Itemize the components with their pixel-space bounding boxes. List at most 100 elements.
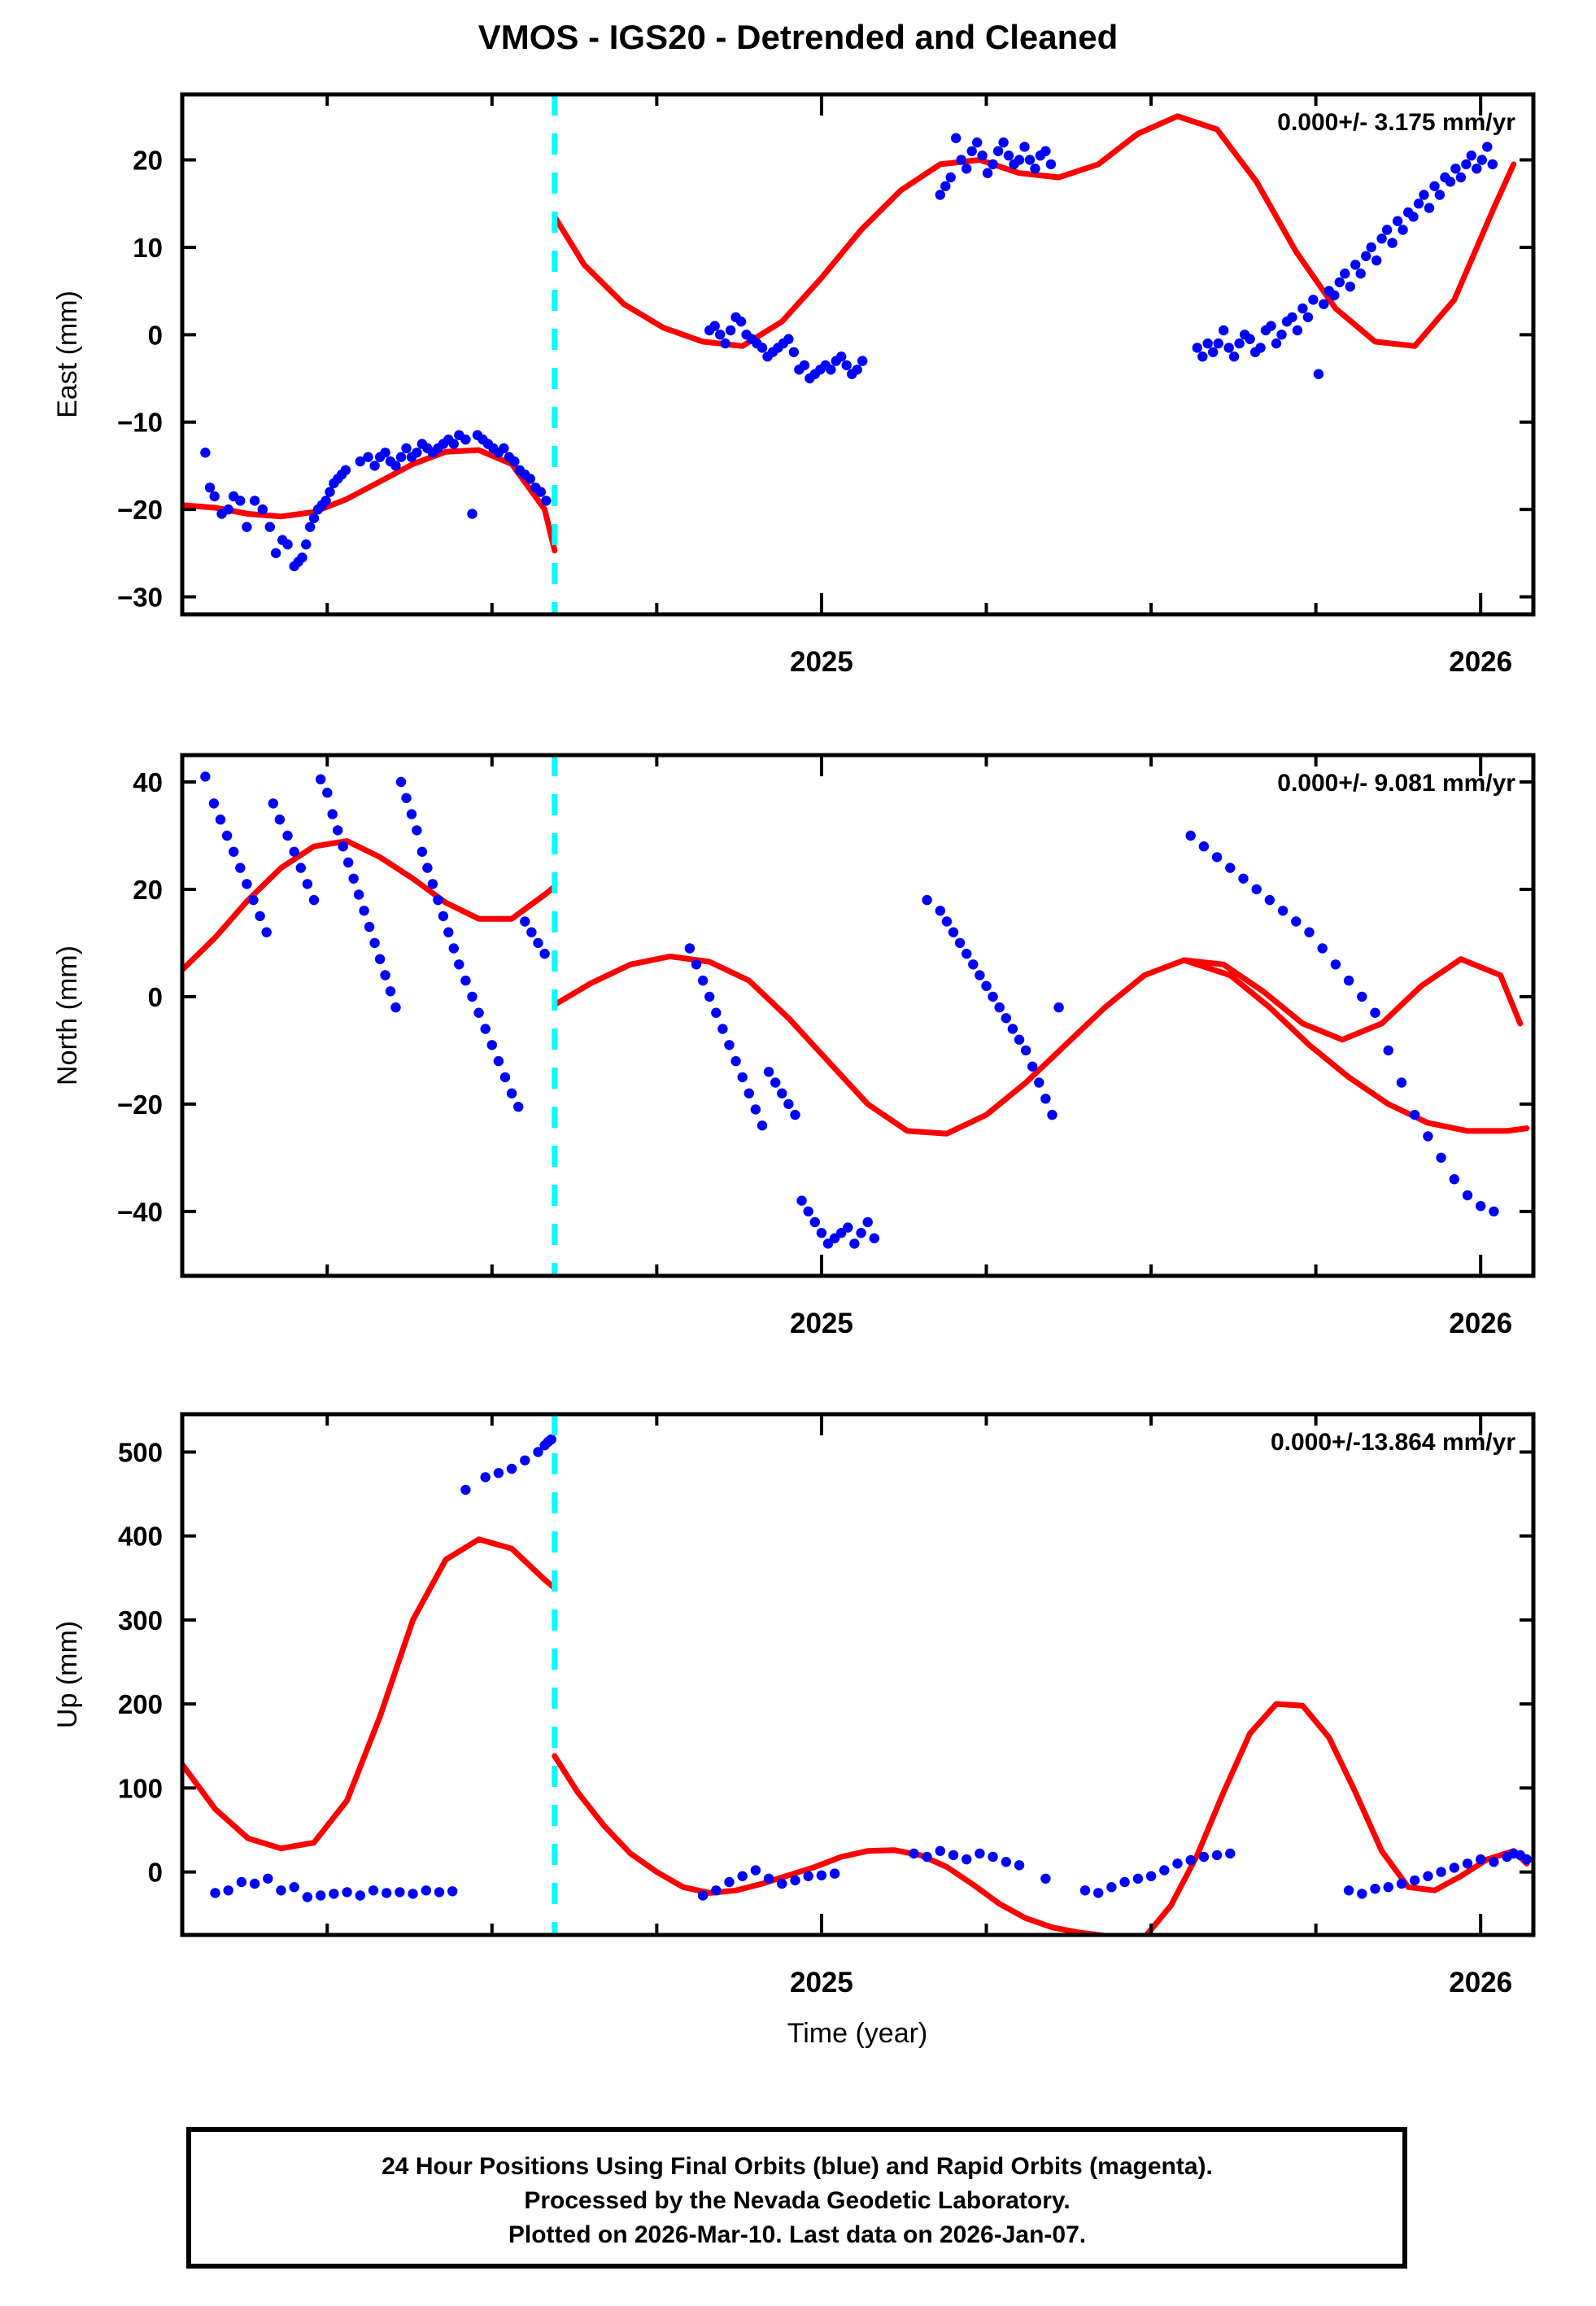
data-point [235,496,246,506]
data-point [862,1216,873,1228]
data-point [852,365,862,375]
data-point [380,448,390,458]
data-point [750,1865,761,1876]
data-point [1302,312,1314,323]
footer-line-1: 24 Hour Positions Using Final Orbits (bl… [382,2153,1213,2180]
data-point [994,1002,1005,1013]
data-point [1355,269,1366,279]
data-point [1297,303,1308,314]
data-point [783,334,794,344]
data-point [1396,1077,1407,1088]
plot-area-north [182,755,1530,1276]
data-point [295,863,306,873]
data-point [390,461,401,471]
data-point [1392,216,1403,226]
data-point [264,522,275,532]
data-point [1172,1858,1183,1869]
data-point [533,937,543,949]
data-point [1234,338,1245,349]
data-point [342,1887,352,1898]
data-point [448,439,459,449]
data-point [1319,299,1329,309]
data-point [1476,155,1488,165]
data-point [829,1868,840,1879]
data-point [922,894,932,906]
data-point [1030,164,1040,174]
data-point [1040,1094,1051,1104]
data-point [1436,1152,1446,1164]
data-point [321,496,331,506]
data-point [992,146,1004,156]
data-point [1145,1871,1157,1881]
y-tick-label: 40 [133,767,163,797]
data-point [1251,884,1262,895]
y-tick-label: −10 [117,408,163,438]
data-point [1045,159,1057,170]
data-point [270,548,281,558]
panel-up: 500 400 300 200 100 0 2025 2026 Up (mm) 0.000+/-1… [52,1412,1536,1998]
data-point [443,927,454,937]
data-point [1313,369,1324,379]
data-point [856,1228,866,1238]
data-point [369,461,380,471]
data-point [1419,190,1429,200]
data-point [274,815,286,825]
x-tick-label: 2026 [1449,646,1512,678]
data-point [1366,242,1376,253]
plot-area-east [182,94,1517,614]
data-point [506,1088,517,1098]
data-point [750,1104,761,1115]
data-point [363,452,373,462]
data-point [725,325,736,336]
footer-line-3: Plotted on 2026-Mar-10. Last data on 202… [508,2221,1086,2248]
data-point [948,927,959,937]
data-point [460,435,471,445]
data-point [223,504,233,515]
rate-annotation-north: 0.000+/- 9.081 mm/yr [1277,770,1515,797]
data-point [302,1892,313,1902]
data-point [697,1890,709,1901]
data-point [467,509,477,519]
data-point [416,846,428,858]
data-point [249,1878,260,1889]
data-point [935,1845,946,1856]
y-tick-label: 20 [133,146,163,176]
data-point [390,1002,401,1013]
rate-annotation-up: 0.000+/-13.864 mm/yr [1271,1429,1515,1456]
y-tick-label: 100 [118,1773,163,1803]
data-point [1047,1109,1057,1120]
data-point [1271,338,1282,349]
data-point [255,911,265,922]
data-point [1317,943,1328,954]
y-tick-label: 200 [118,1689,163,1719]
data-point [1034,1077,1044,1088]
panel-north: 40 20 0 −20 −40 2025 2026 North (mm) 0.000+/- 9.… [52,753,1536,1339]
x-tick-label: 2026 [1449,1967,1512,1998]
data-point [282,830,293,841]
data-point [249,496,260,506]
data-point [809,1216,820,1228]
data-point [499,1072,511,1083]
data-point [1291,916,1302,927]
data-point [981,980,992,991]
data-point [368,1885,379,1896]
data-point [422,863,433,873]
data-point [1449,1863,1460,1873]
y-axis-title-east: East (mm) [52,290,83,418]
data-point [777,1878,787,1889]
data-point [1357,991,1367,1002]
data-point [1461,159,1472,170]
data-point [359,906,369,916]
data-point [1423,1131,1433,1142]
data-point [1489,1857,1499,1867]
data-point [709,321,720,331]
data-point [796,1195,807,1206]
data-point [684,943,696,954]
data-point [1024,155,1036,165]
data-point [803,1206,813,1217]
data-point [1185,830,1196,841]
data-point [1370,1884,1380,1894]
data-point [1387,238,1398,248]
data-point [951,133,962,143]
data-point [735,317,747,327]
